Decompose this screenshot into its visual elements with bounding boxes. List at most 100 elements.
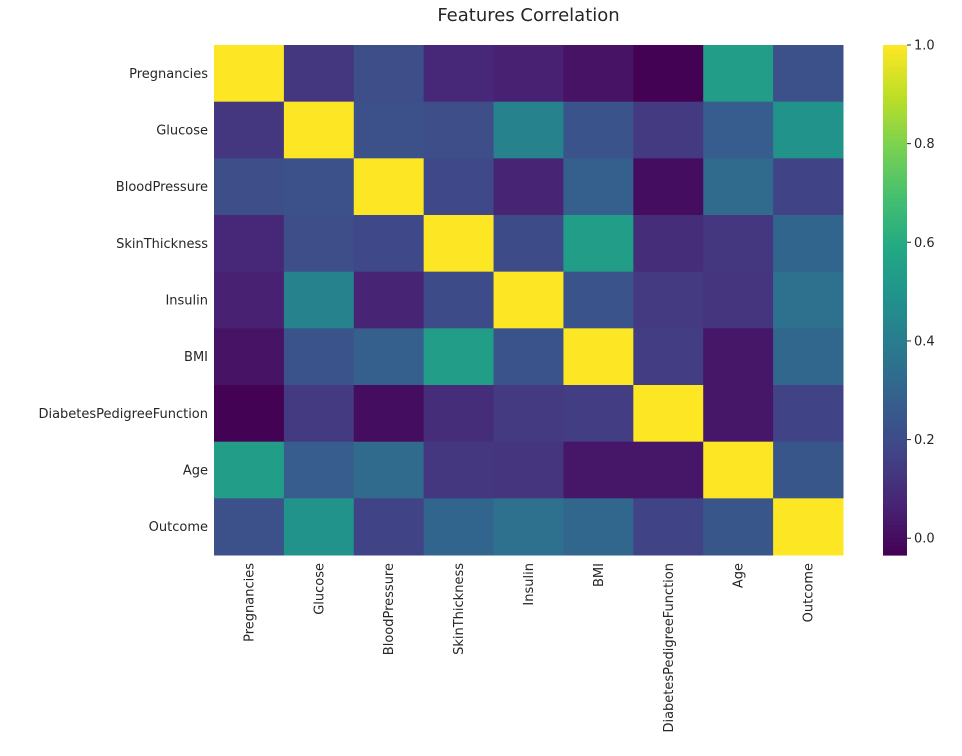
heatmap-cell — [563, 215, 634, 273]
x-tick-label: Age — [732, 563, 747, 588]
colorbar-segment — [883, 351, 907, 356]
colorbar-segment — [883, 134, 907, 140]
colorbar-segment — [883, 363, 907, 369]
heatmap-cell — [563, 328, 634, 386]
colorbar-segment — [883, 189, 907, 195]
colorbar-segment — [883, 448, 907, 454]
colorbar-segment — [883, 525, 907, 531]
heatmap-cell — [353, 441, 425, 499]
colorbar-segment — [883, 253, 907, 259]
heatmap-cell — [493, 385, 564, 443]
heatmap-cell — [563, 441, 634, 499]
colorbar-segment — [883, 261, 907, 267]
colorbar-segment — [883, 465, 907, 471]
heatmap-cell — [283, 328, 355, 386]
colorbar-segment — [883, 83, 907, 89]
colorbar-segment — [883, 300, 907, 305]
colorbar-segment — [883, 444, 907, 450]
y-tick-label: Insulin — [165, 294, 208, 309]
colorbar-segment — [883, 49, 907, 55]
colorbar-segment — [883, 227, 907, 233]
heatmap-cell — [214, 101, 285, 159]
heatmap-cell — [283, 441, 355, 499]
colorbar-segment — [883, 287, 907, 293]
colorbar-segment — [883, 151, 907, 157]
heatmap-cell — [633, 215, 704, 273]
heatmap-cell — [703, 158, 774, 216]
colorbar-segment — [883, 240, 907, 246]
heatmap-cell — [214, 45, 285, 103]
heatmap-cell — [283, 498, 355, 556]
y-tick-label: Glucose — [156, 124, 208, 139]
colorbar-segment — [883, 431, 907, 437]
colorbar-tick-label: 0.4 — [914, 334, 935, 349]
colorbar-tick-label: 0.0 — [914, 532, 935, 547]
y-tick-label: Age — [183, 464, 208, 479]
colorbar-segment — [883, 453, 907, 458]
heatmap-cell — [283, 101, 355, 159]
heatmap-cell — [353, 271, 425, 329]
colorbar-segment — [883, 202, 907, 208]
heatmap-cell — [703, 385, 774, 443]
heatmap-cell — [423, 271, 495, 329]
colorbar-segment — [883, 45, 907, 50]
heatmap-cell — [353, 158, 425, 216]
heatmap-cell — [633, 498, 704, 556]
colorbar-segment — [883, 96, 907, 101]
colorbar-segment — [883, 440, 907, 446]
y-tick-label: Pregnancies — [129, 67, 208, 82]
colorbar-segment — [883, 368, 907, 373]
colorbar-segment — [883, 62, 907, 67]
heatmap-cell — [423, 158, 495, 216]
colorbar-segment — [883, 317, 907, 322]
colorbar-segment — [883, 210, 907, 216]
colorbar-segment — [883, 478, 907, 484]
heatmap-cell — [283, 271, 355, 329]
colorbar-segment — [883, 283, 907, 288]
colorbar-segment — [883, 172, 907, 178]
heatmap-cell — [773, 158, 844, 216]
colorbar-segment — [883, 257, 907, 263]
heatmap-cell — [633, 385, 704, 443]
colorbar-segment — [883, 482, 907, 488]
colorbar-segment — [883, 304, 907, 310]
y-tick-label: DiabetesPedigreeFunction — [38, 407, 208, 422]
heatmap-cell — [563, 158, 634, 216]
heatmap-cell — [703, 215, 774, 273]
heatmap-cell — [423, 101, 495, 159]
colorbar-segment — [883, 91, 907, 97]
heatmap-cell — [633, 101, 704, 159]
colorbar-segment — [883, 419, 907, 424]
colorbar-segment — [883, 87, 907, 93]
colorbar-segment — [883, 504, 907, 509]
heatmap-cell — [633, 271, 704, 329]
colorbar-segment — [883, 308, 907, 314]
colorbar-segment — [883, 380, 907, 386]
colorbar-segment — [883, 355, 907, 361]
colorbar-segment — [883, 342, 907, 348]
x-tick-label: BMI — [592, 563, 607, 587]
heatmap-cell — [633, 45, 704, 103]
heatmap-cell — [773, 441, 844, 499]
heatmap-cell — [493, 45, 564, 103]
colorbar-segment — [883, 457, 907, 463]
heatmap-cell — [773, 328, 844, 386]
colorbar-segment — [883, 53, 907, 59]
heatmap-cell — [773, 385, 844, 443]
colorbar-segment — [883, 491, 907, 497]
colorbar-segment — [883, 389, 907, 395]
heatmap-cell — [493, 498, 564, 556]
heatmap-cell — [214, 498, 285, 556]
colorbar-segment — [883, 521, 907, 526]
colorbar-segment — [883, 372, 907, 378]
heatmap-cell — [283, 385, 355, 443]
heatmap-cell — [423, 385, 495, 443]
colorbar-segment — [883, 461, 907, 467]
colorbar-segment — [883, 142, 907, 148]
heatmap-cell — [563, 385, 634, 443]
heatmap-cell — [423, 498, 495, 556]
heatmap-cell — [353, 328, 425, 386]
heatmap-cell — [423, 328, 495, 386]
colorbar-segment — [883, 274, 907, 280]
heatmap-cell — [493, 441, 564, 499]
